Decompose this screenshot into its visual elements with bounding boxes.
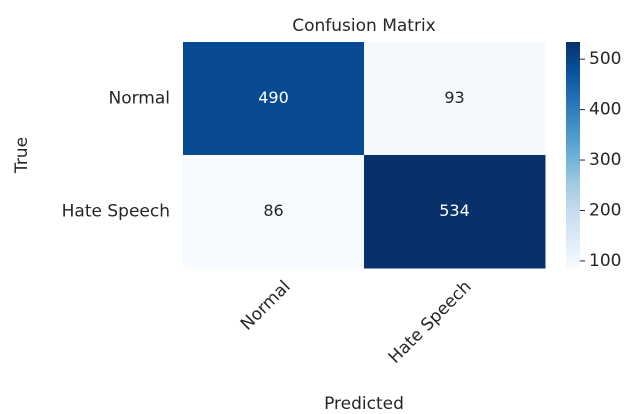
x-tick-label: Hate Speech: [385, 277, 476, 368]
colorbar: [566, 42, 580, 268]
cell-label: 534: [439, 201, 470, 220]
colorbar-tick-label: 500: [589, 49, 621, 69]
cell-label: 93: [444, 88, 464, 107]
y-tick-label: Normal: [108, 89, 170, 109]
colorbar-tick-label: 300: [589, 150, 621, 170]
cell-label: 490: [258, 88, 289, 107]
heatmap-cell: [183, 155, 365, 269]
x-axis-label: Predicted: [324, 394, 404, 414]
heatmap-cell: [364, 155, 546, 269]
colorbar-tick-label: 100: [589, 251, 621, 271]
y-axis-label: True: [12, 137, 32, 174]
colorbar-tick-label: 200: [589, 200, 621, 220]
y-tick-label: Hate Speech: [62, 202, 170, 222]
heatmap-cell: [364, 42, 546, 156]
cell-label: 86: [263, 201, 283, 220]
colorbar-tick-label: 400: [589, 100, 621, 120]
chart-title: Confusion Matrix: [292, 16, 436, 36]
x-tick-label: Normal: [237, 277, 295, 335]
heatmap-cell: [183, 42, 365, 156]
